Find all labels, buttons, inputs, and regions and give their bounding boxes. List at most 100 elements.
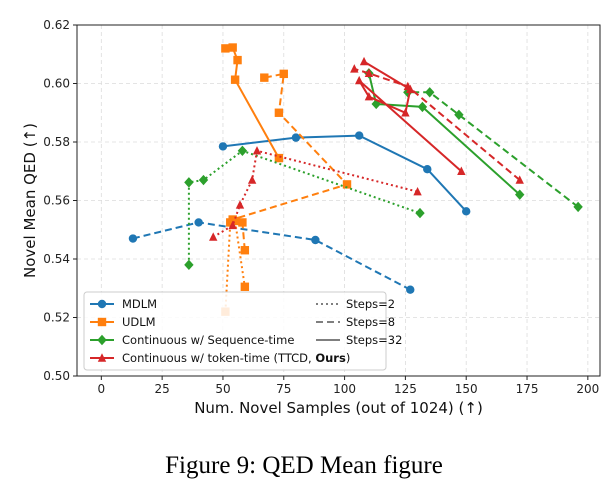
data-point [364,68,374,77]
data-point [247,175,257,184]
data-point [252,146,262,155]
series-line [407,91,579,208]
legend-step-entry: Steps=8 [316,315,395,329]
series-layer [128,43,583,316]
legend-label-text: MDLM [122,297,157,311]
x-tick-label: 25 [154,382,169,396]
data-point [240,246,250,255]
data-point [425,87,435,98]
series-line [358,60,462,173]
series-square-steps-32 [221,43,284,163]
data-point [237,145,248,156]
series-diamond-steps-32 [364,68,525,200]
data-point [184,177,194,188]
legend-entry: Continuous w/ Sequence-time [90,333,294,347]
data-point [279,69,288,79]
legend-step-label: Steps=32 [346,333,402,347]
series-line [229,72,349,251]
data-point [238,218,247,227]
data-point [228,43,237,52]
data-point [354,75,364,85]
legend-step-entry: Steps=32 [316,333,402,347]
data-point [350,64,359,73]
data-point [209,232,218,241]
legend-label: Continuous w/ token-time (TTCD, Ours) [122,351,350,365]
legend-entry: Continuous w/ token-time (TTCD, Ours) [90,351,350,365]
series-line [132,221,411,291]
legend-label: MDLM [122,297,157,311]
data-point [462,207,471,216]
series-line [367,73,521,196]
y-tick-label: 0.60 [43,77,70,91]
legend-step-label: Steps=8 [346,315,395,329]
y-tick-label: 0.54 [43,252,70,266]
figure-caption: Figure 9: QED Mean figure [165,452,443,479]
y-axis-label: Novel Mean QED (↑) [21,123,39,278]
series-line [354,67,521,181]
y-tick-label: 0.50 [43,369,70,383]
legend-box [83,291,387,371]
data-point [515,175,524,184]
data-point [364,91,374,101]
data-point [291,133,301,142]
data-point [128,234,138,243]
legend-label: UDLM [122,315,156,329]
x-tick-label: 150 [455,382,478,396]
legend-label: Continuous w/ Sequence-time [122,333,294,347]
data-point [218,142,228,151]
data-point [457,166,466,175]
legend-marker [97,299,107,309]
data-point [274,153,284,163]
legend-entry: UDLM [90,315,156,329]
data-point [342,180,352,189]
data-point [515,189,525,200]
series-triangle-steps-32 [354,56,466,175]
x-tick-label: 50 [215,382,230,396]
x-axis-label: Num. Novel Samples (out of 1024) (↑) [194,399,483,417]
data-point [406,285,415,294]
data-point [401,108,410,117]
data-point [228,220,237,230]
data-point [359,56,369,66]
y-tick-label: 0.56 [43,194,70,208]
data-point [230,75,240,84]
data-point [274,108,284,117]
y-tick-label: 0.62 [43,18,70,32]
data-point [194,218,203,227]
x-tick-label: 75 [276,382,291,396]
data-point [354,131,364,140]
data-point [573,201,583,213]
x-tick-label: 100 [333,382,356,396]
data-point [235,200,245,209]
series-square-steps-8 [228,69,352,255]
x-tick-label: 0 [98,382,106,396]
data-point [423,165,432,174]
x-tick-label: 125 [394,382,417,396]
legend: MDLM UDLM Continuous w/ Sequence-time Conti… [83,291,402,371]
series-triangle-steps-8 [350,64,524,184]
series-circle-steps-8 [128,218,415,294]
data-point [184,259,194,271]
legend-entry: MDLM [90,297,157,311]
data-point [454,109,464,120]
data-point [260,73,269,82]
data-point [415,207,425,219]
data-point [198,174,209,186]
x-tick-label: 200 [576,382,599,396]
data-point [413,187,422,196]
qed-mean-chart: 0 25 50 75 100 125 150 175 200 0.50 0.52 0.54 0.56 0.… [21,18,601,417]
legend-marker [97,353,107,362]
legend-label-text: UDLM [122,315,156,329]
legend-label-bold: Ours [315,351,346,365]
series-triangle-steps-2 [209,146,422,241]
data-point [233,55,242,65]
legend-label-text: Continuous w/ token-time (TTCD, [122,351,315,365]
y-tick-label: 0.52 [43,311,70,325]
data-point [311,235,320,245]
ticks: 0 25 50 75 100 125 150 175 200 0.50 0.52 0.54 0.56 0.… [43,18,599,396]
x-tick-label: 175 [516,382,539,396]
legend-label-end: ) [346,351,351,365]
data-point [406,84,415,94]
series-line [187,149,421,265]
legend-label-text: Continuous w/ Sequence-time [122,333,294,347]
